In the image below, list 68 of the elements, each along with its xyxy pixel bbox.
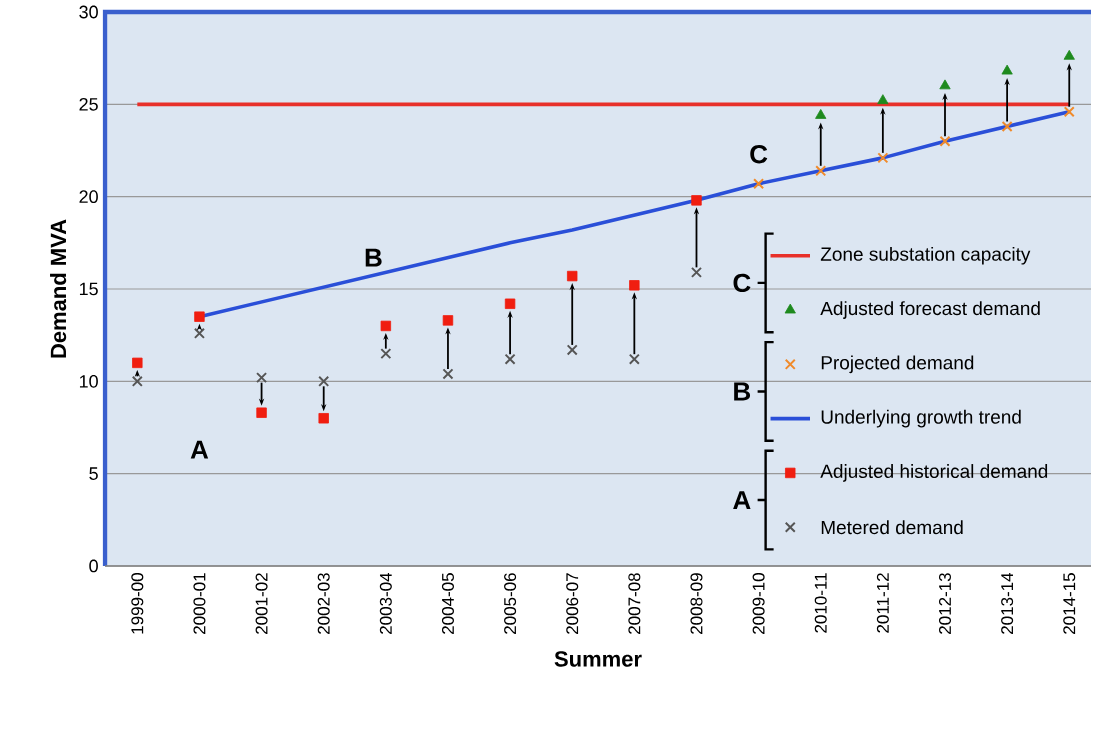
legend-label: Metered demand — [821, 520, 963, 535]
point — [1001, 64, 1013, 75]
point — [131, 375, 143, 387]
point — [753, 178, 765, 190]
y-tick-label: 0 — [89, 559, 98, 573]
y-axis-title: Demand MVA — [50, 219, 67, 358]
point — [1063, 49, 1075, 60]
point — [504, 353, 516, 365]
point — [380, 320, 392, 332]
annotation: B — [365, 248, 382, 267]
point — [815, 165, 827, 177]
point — [690, 266, 702, 278]
point — [815, 109, 827, 119]
legend-label: Projected demand — [821, 355, 974, 374]
point — [628, 353, 640, 365]
point — [629, 280, 640, 291]
x-tick-label: 2004-05 — [441, 573, 454, 634]
point — [193, 327, 205, 339]
point — [877, 94, 889, 105]
legend-label: Adjusted forecast demand — [820, 301, 1040, 319]
point — [442, 315, 454, 326]
x-tick-label: 2007-08 — [628, 573, 641, 634]
text: B — [734, 382, 751, 401]
point — [132, 357, 143, 369]
legend-label: Adjusted historical demand — [820, 464, 1048, 482]
y-tick-label: 10 — [79, 374, 98, 388]
y-tick-label: 20 — [79, 190, 98, 204]
x-tick-label: 2012-13 — [938, 573, 951, 634]
y-tick-label: 15 — [79, 282, 98, 296]
point — [318, 375, 330, 387]
point — [256, 407, 267, 418]
legend-label: Zone substation capacity — [820, 246, 1031, 265]
point — [1063, 106, 1075, 118]
point — [877, 152, 889, 164]
annotation: A — [190, 440, 209, 459]
point — [566, 344, 578, 356]
y-tick-label: 5 — [89, 467, 98, 480]
point — [194, 311, 205, 322]
x-tick-label: 2013-14 — [1001, 572, 1014, 634]
x-tick-label: 2005-06 — [504, 573, 517, 634]
point — [504, 298, 516, 309]
x-tick-label: 2008-09 — [690, 573, 703, 634]
x-tick-label: 2011-12 — [876, 573, 889, 633]
point — [691, 195, 702, 206]
point — [256, 372, 268, 384]
x-axis-title: Summer — [554, 651, 642, 667]
x-tick-label: 2002-03 — [317, 573, 330, 634]
point — [318, 413, 329, 424]
point — [939, 79, 951, 90]
point — [939, 135, 951, 147]
y-tick-label: 25 — [79, 97, 98, 111]
x-tick-label: 2010-11 — [814, 573, 827, 633]
legend-label: Underlying growth trend — [821, 409, 1021, 428]
x-tick-label: 1999-00 — [131, 573, 144, 634]
x-tick-label: 2003-04 — [379, 572, 392, 634]
point — [380, 348, 392, 360]
text: A — [733, 491, 751, 510]
point — [567, 270, 578, 282]
x-tick-label: 2001-02 — [255, 573, 268, 634]
x-tick-label: 2009-10 — [752, 573, 765, 634]
x-tick-label: 2000-01 — [193, 573, 206, 634]
point — [1001, 120, 1013, 133]
x-tick-label: 2006-07 — [566, 573, 579, 634]
point — [442, 368, 454, 380]
y-tick-label: 30 — [79, 5, 98, 19]
annotation: C — [750, 144, 768, 164]
text: C — [733, 273, 751, 293]
x-tick-label: 2014-15 — [1063, 573, 1076, 634]
